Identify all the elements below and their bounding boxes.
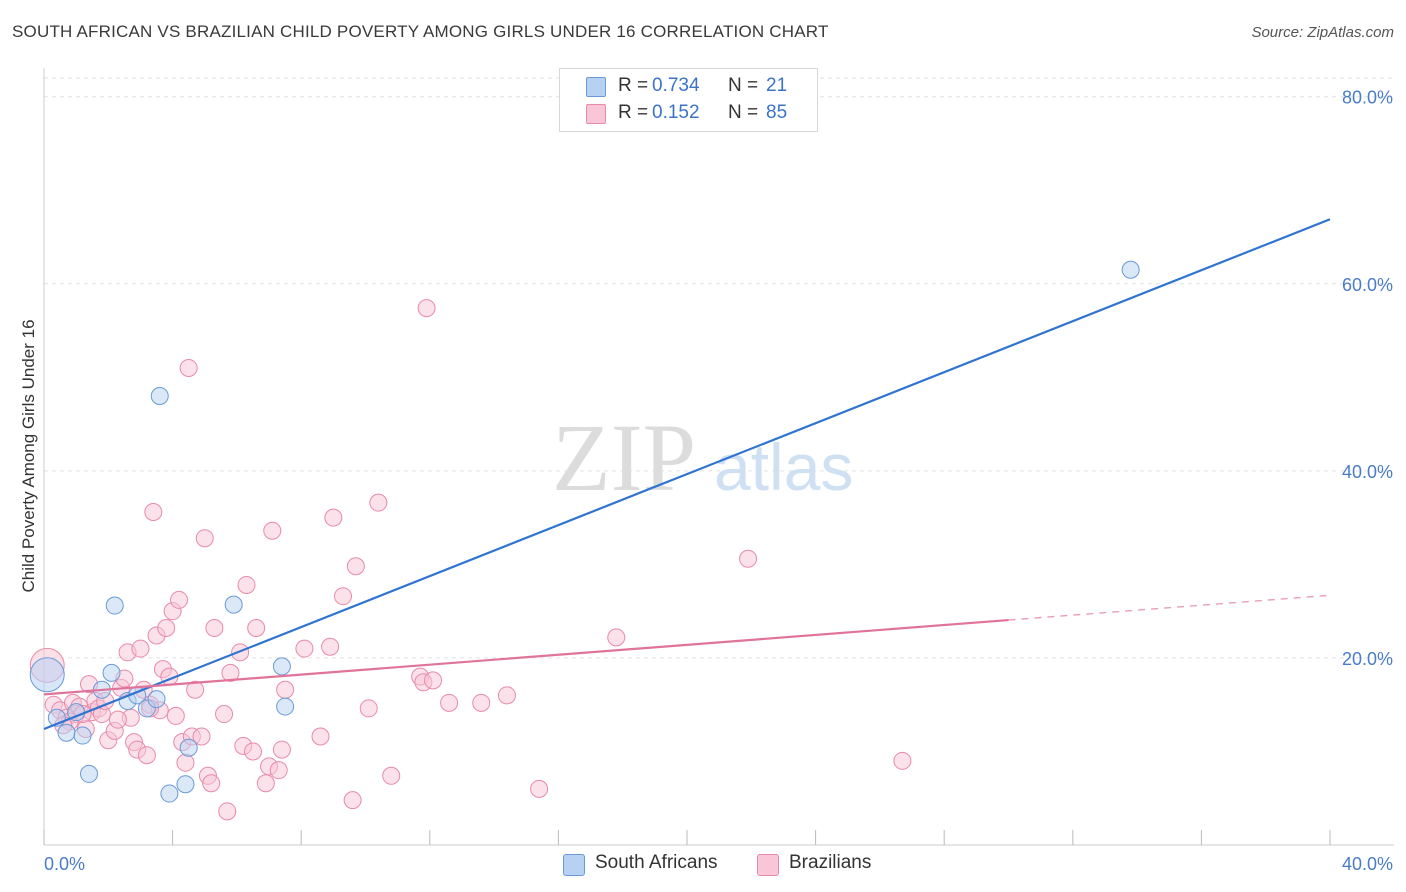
series-swatch-south-africans xyxy=(563,854,585,876)
brazilian-point xyxy=(497,686,516,705)
brazilian-point xyxy=(237,575,256,594)
south-african-point xyxy=(276,697,295,716)
brazilian-point xyxy=(170,590,189,609)
brazilian-point xyxy=(343,791,362,810)
series-label-south-africans: South Africans xyxy=(595,852,718,873)
brazilian-point xyxy=(215,705,234,724)
brazilian-point xyxy=(472,693,491,712)
brazilian-point xyxy=(272,740,291,759)
legend-swatch-brazilians xyxy=(586,104,606,124)
brazilian-point xyxy=(263,521,282,540)
south-african-point xyxy=(176,775,195,794)
south-african-point xyxy=(160,784,179,803)
brazilian-point xyxy=(202,774,221,793)
south-african-point xyxy=(102,663,121,682)
brazilian-point xyxy=(276,680,295,699)
south-african-point xyxy=(147,690,166,709)
axes: 20.0% 40.0% 60.0% 80.0% 0.0% 40.0% xyxy=(43,68,1394,874)
brazilian-point xyxy=(179,358,198,377)
south-african-point xyxy=(73,726,92,745)
legend-n-label: N = xyxy=(728,102,759,123)
series-label-brazilians: Brazilians xyxy=(789,852,872,873)
y-tick-label: 20.0% xyxy=(1342,649,1393,669)
series-swatch-brazilians xyxy=(757,854,779,876)
brazilian-point xyxy=(440,693,459,712)
brazilian-point xyxy=(893,751,912,770)
brazilian-point xyxy=(247,618,266,637)
y-tick-label: 60.0% xyxy=(1342,275,1393,295)
watermark-zip: ZIP xyxy=(552,404,696,511)
brazilian-point xyxy=(607,628,626,647)
brazilian-point xyxy=(176,753,195,772)
brazilian-point xyxy=(166,706,185,725)
brazilian-point xyxy=(218,802,237,821)
x-tick-label: 0.0% xyxy=(44,854,85,874)
south-african-point xyxy=(80,764,99,783)
brazilian-point xyxy=(144,503,163,522)
brazilian-point xyxy=(195,529,214,548)
brazilian-point xyxy=(346,557,365,576)
stats-legend: R = 0.734 N = 21 R = 0.152 N = 85 xyxy=(559,68,818,132)
brazilian-point xyxy=(137,746,156,765)
brazilian-point xyxy=(530,779,549,798)
legend-r-label: R = xyxy=(618,102,649,123)
brazilian-point xyxy=(321,637,340,656)
y-tick-label: 40.0% xyxy=(1342,462,1393,482)
gridlines xyxy=(44,77,1394,659)
south-african-point xyxy=(150,387,169,406)
south-african-point xyxy=(179,738,198,757)
legend-r-label: R = xyxy=(618,75,649,96)
legend-swatch-south-africans xyxy=(586,77,606,97)
source-note: Source: ZipAtlas.com xyxy=(1251,24,1394,41)
legend-r-value: 0.152 xyxy=(652,102,700,123)
brazilian-point xyxy=(382,766,401,785)
brazilian-point xyxy=(369,493,388,512)
series-legend-brazilians: Brazilians xyxy=(757,852,897,876)
legend-n-label: N = xyxy=(728,75,759,96)
brazilian-point xyxy=(221,663,240,682)
brazilian-point xyxy=(311,727,330,746)
brazilian-point xyxy=(157,618,176,637)
brazilian-point xyxy=(256,774,275,793)
south-african-trend-line xyxy=(43,218,1331,731)
brazilian-point xyxy=(205,618,224,637)
brazilian-point xyxy=(108,710,127,729)
brazilian-point xyxy=(324,508,343,527)
brazilian-trend-line xyxy=(43,618,1009,696)
brazilian-point xyxy=(186,680,205,699)
south-african-point xyxy=(272,657,291,676)
south-african-point xyxy=(57,723,76,742)
y-axis-label: Child Poverty Among Girls Under 16 xyxy=(19,319,38,592)
south-african-point xyxy=(1121,260,1140,279)
south-african-point xyxy=(29,657,65,693)
south-african-point xyxy=(224,595,243,614)
data-points xyxy=(29,260,1140,821)
brazilian-point xyxy=(295,639,314,658)
legend-n-value: 21 xyxy=(766,75,788,96)
brazilian-point xyxy=(359,699,378,718)
south-african-point xyxy=(105,596,124,615)
brazilian-point xyxy=(131,639,150,658)
y-tick-label: 80.0% xyxy=(1342,88,1393,108)
legend-n-value: 85 xyxy=(766,102,788,123)
series-legend-south-africans: South Africans xyxy=(563,852,743,876)
brazilian-point xyxy=(333,587,352,606)
x-tick-label: 40.0% xyxy=(1342,854,1393,874)
watermark-atlas: atlas xyxy=(714,430,853,504)
brazilian-trend-extension xyxy=(1008,594,1331,621)
brazilian-point xyxy=(269,761,288,780)
brazilian-point xyxy=(424,671,443,690)
chart-title: SOUTH AFRICAN VS BRAZILIAN CHILD POVERTY… xyxy=(12,22,829,41)
brazilian-point xyxy=(739,549,758,568)
brazilian-point xyxy=(192,727,211,746)
watermark: ZIP atlas xyxy=(552,404,853,511)
brazilian-point xyxy=(417,299,436,318)
trend-lines xyxy=(43,218,1331,731)
brazilian-point xyxy=(243,742,262,761)
legend-r-value: 0.734 xyxy=(652,75,700,96)
